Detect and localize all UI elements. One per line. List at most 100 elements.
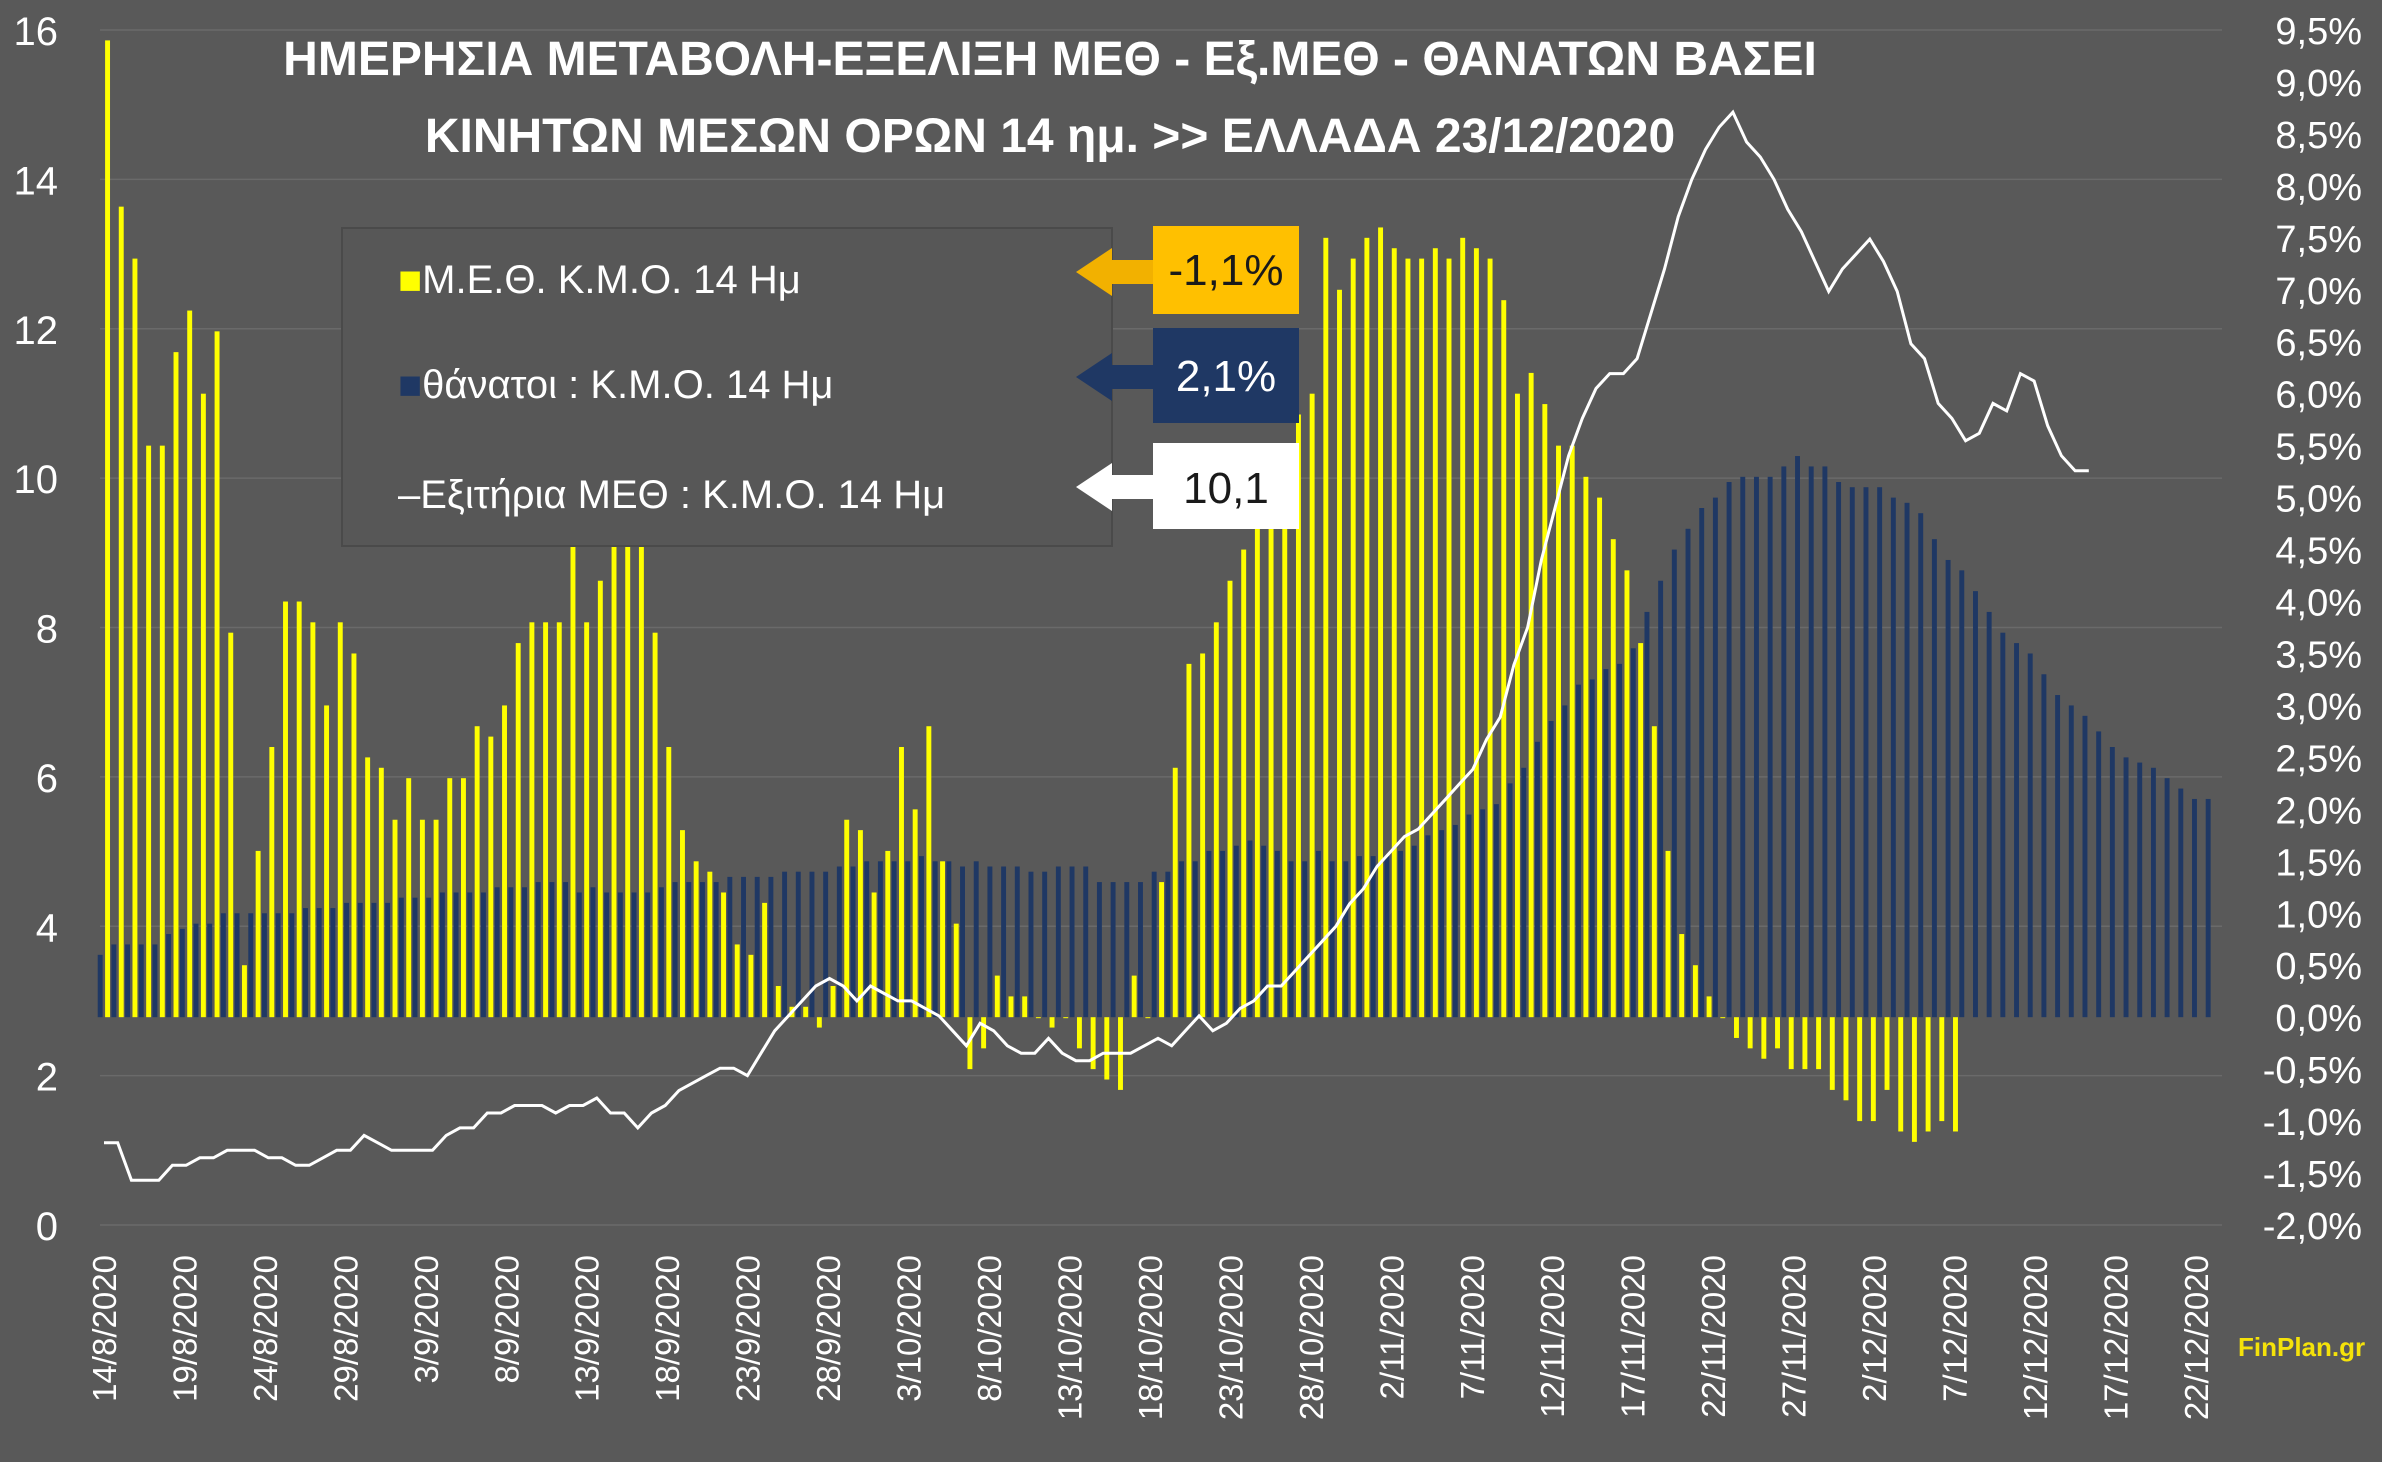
bar-meth-70 (1063, 1017, 1069, 1019)
bar-deaths-67 (1014, 866, 1020, 1018)
bar-meth-92 (1364, 237, 1370, 1018)
x-tick-3: 29/8/2020 (327, 1255, 364, 1402)
x-tick-23: 7/12/2020 (1937, 1255, 1974, 1402)
y-right-tick-18: 7,0% (2275, 271, 2362, 313)
bar-meth-73 (1104, 1017, 1110, 1080)
y-right-tick-15: 5,5% (2275, 427, 2362, 469)
bar-meth-96 (1419, 258, 1425, 1018)
bar-deaths-139 (2000, 632, 2006, 1018)
bar-deaths-7 (193, 923, 199, 1018)
bar-deaths-100 (1466, 814, 1472, 1018)
bar-deaths-88 (1302, 861, 1308, 1018)
x-tick-18: 12/11/2020 (1534, 1255, 1571, 1418)
bar-meth-114 (1665, 850, 1671, 1018)
bar-deaths-98 (1439, 830, 1445, 1018)
x-tick-13: 18/10/2020 (1132, 1255, 1169, 1420)
y-right-tick-22: 9,0% (2275, 63, 2362, 105)
bar-deaths-14 (289, 913, 295, 1018)
bar-meth-16 (324, 705, 330, 1018)
arrow-left-icon (1076, 353, 1155, 401)
y-right-tick-16: 6,0% (2275, 375, 2362, 417)
bar-meth-23 (419, 819, 425, 1018)
bar-deaths-65 (987, 866, 993, 1018)
bar-meth-87 (1295, 414, 1301, 1018)
bar-deaths-140 (2014, 643, 2019, 1018)
chart-title-line1: ΗΜΕΡΗΣΙΑ ΜΕΤΑΒΟΛΗ-ΕΞΕΛΙΞΗ ΜΕΘ - Εξ.ΜΕΘ -… (283, 33, 1817, 86)
arrow-left-icon (1076, 248, 1155, 296)
bar-deaths-19 (357, 902, 363, 1018)
bar-deaths-154 (2205, 798, 2211, 1018)
bar-meth-40 (652, 632, 658, 1018)
bar-deaths-22 (398, 897, 404, 1018)
bar-deaths-82 (1220, 850, 1226, 1018)
bar-deaths-76 (1138, 882, 1143, 1018)
x-tick-8: 23/9/2020 (730, 1255, 767, 1402)
bar-deaths-142 (2041, 674, 2047, 1018)
y-right-tick-20: 8,0% (2275, 167, 2362, 209)
series-meth-bars (105, 40, 1958, 1142)
bar-deaths-79 (1179, 861, 1185, 1018)
bar-meth-14 (296, 601, 302, 1018)
bar-deaths-72 (1083, 866, 1089, 1018)
bar-meth-101 (1487, 258, 1493, 1018)
bar-deaths-110 (1603, 669, 1609, 1018)
bar-meth-52 (816, 1017, 822, 1028)
y-left-tick-5: 10 (14, 458, 59, 502)
series-exits-line (104, 109, 2089, 1182)
bar-deaths-107 (1562, 705, 1568, 1018)
bar-deaths-97 (1425, 835, 1431, 1018)
callout-exits: 10,1 (1076, 443, 1299, 529)
x-tick-1: 19/8/2020 (166, 1255, 203, 1402)
bar-deaths-143 (2055, 695, 2061, 1018)
bar-meth-28 (488, 736, 494, 1018)
bar-meth-67 (1022, 996, 1028, 1018)
bar-meth-35 (584, 622, 590, 1018)
bar-deaths-10 (234, 913, 240, 1018)
bar-deaths-103 (1507, 783, 1513, 1018)
callout-deaths-box (1153, 328, 1299, 423)
bar-deaths-26 (453, 892, 459, 1018)
bar-meth-65 (994, 975, 1000, 1018)
bar-deaths-28 (480, 892, 486, 1018)
bar-deaths-106 (1548, 721, 1554, 1018)
bar-meth-31 (529, 622, 535, 1018)
legend-marker-deaths: ■ (398, 363, 422, 407)
bar-deaths-58 (891, 861, 897, 1018)
bar-meth-95 (1405, 258, 1411, 1018)
bar-meth-20 (378, 767, 384, 1018)
bar-meth-5 (173, 352, 179, 1018)
bar-meth-2 (132, 258, 138, 1018)
x-tick-9: 28/9/2020 (810, 1255, 847, 1402)
y-right-tick-1: -1,5% (2263, 1154, 2362, 1196)
bar-deaths-111 (1617, 663, 1623, 1018)
bar-meth-105 (1542, 404, 1548, 1018)
bar-meth-68 (1035, 1017, 1041, 1019)
bar-meth-41 (666, 747, 672, 1018)
x-tick-12: 13/10/2020 (1051, 1255, 1088, 1420)
bar-deaths-73 (1096, 882, 1102, 1018)
y-right-tick-23: 9,5% (2275, 11, 2362, 53)
bar-meth-85 (1268, 476, 1274, 1018)
bar-meth-66 (1008, 996, 1014, 1018)
x-tick-5: 8/9/2020 (488, 1255, 525, 1383)
bar-deaths-92 (1357, 856, 1362, 1018)
bar-meth-33 (556, 622, 562, 1018)
legend-item-deaths: ■θάνατοι : Κ.Μ.Ο. 14 Ημ (398, 363, 833, 407)
x-tick-7: 18/9/2020 (649, 1255, 686, 1402)
bar-deaths-71 (1069, 866, 1075, 1018)
bar-deaths-121 (1753, 476, 1759, 1018)
x-tick-20: 22/11/2020 (1695, 1255, 1732, 1418)
bar-deaths-83 (1233, 845, 1239, 1018)
bar-meth-77 (1159, 882, 1165, 1018)
bar-meth-110 (1610, 539, 1616, 1018)
x-tick-19: 17/11/2020 (1615, 1255, 1652, 1418)
y-left-tick-6: 12 (14, 309, 59, 353)
bar-meth-108 (1583, 476, 1589, 1018)
callout-deaths-value: 2,1% (1176, 352, 1276, 401)
bar-meth-17 (337, 622, 343, 1018)
bar-deaths-127 (1836, 482, 1842, 1018)
bar-deaths-11 (248, 913, 254, 1018)
bar-meth-128 (1857, 1017, 1863, 1122)
bar-meth-129 (1870, 1017, 1876, 1122)
bar-deaths-0 (97, 954, 103, 1018)
